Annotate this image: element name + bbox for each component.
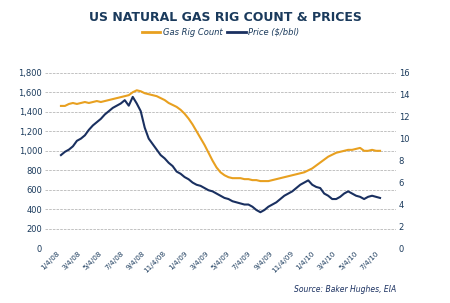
Text: Source: Baker Hughes, EIA: Source: Baker Hughes, EIA	[294, 285, 396, 294]
Legend: Gas Rig Count, Price ($/bbl): Gas Rig Count, Price ($/bbl)	[142, 28, 299, 37]
Text: US NATURAL GAS RIG COUNT & PRICES: US NATURAL GAS RIG COUNT & PRICES	[89, 11, 361, 24]
